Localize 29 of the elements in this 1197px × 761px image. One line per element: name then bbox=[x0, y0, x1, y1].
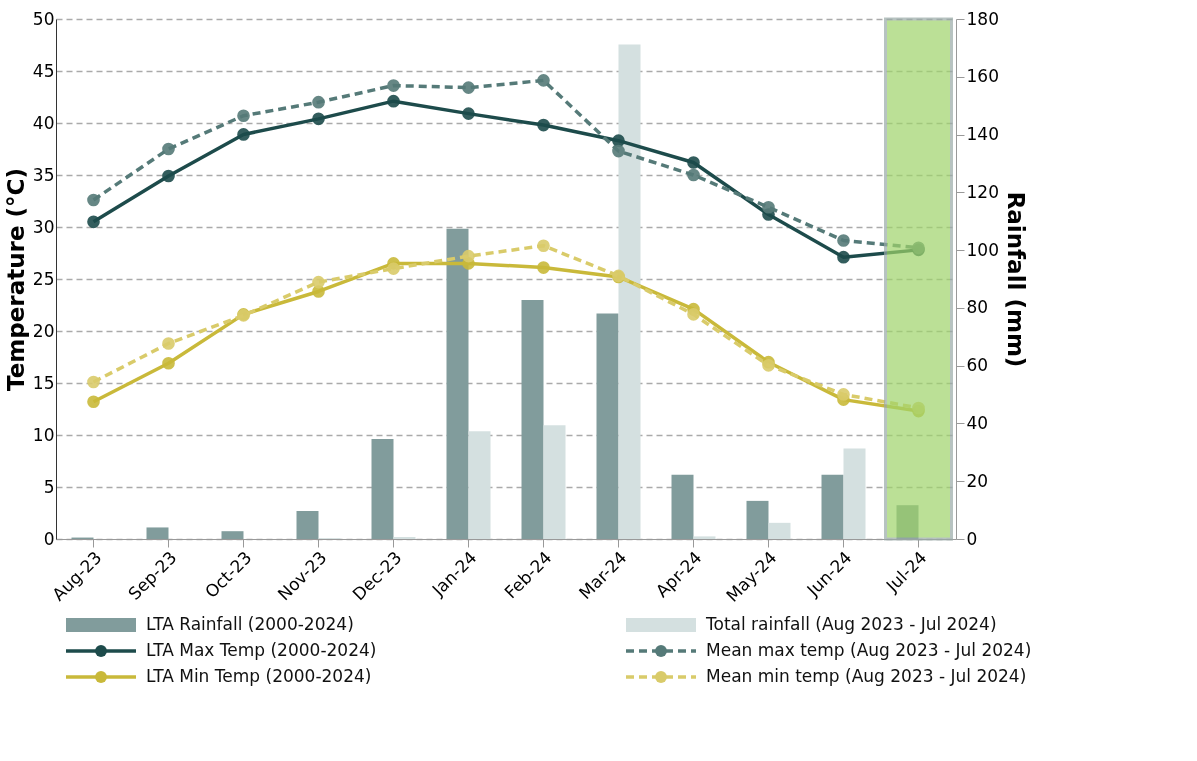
y-tick-label: 50 bbox=[32, 8, 55, 29]
y2-tick-label: 160 bbox=[966, 66, 999, 87]
legend-label: LTA Rainfall (2000-2024) bbox=[146, 614, 354, 634]
legend-label: Mean max temp (Aug 2023 - Jul 2024) bbox=[706, 640, 1032, 660]
y-tick-label: 5 bbox=[43, 476, 55, 497]
y-tick-label: 10 bbox=[32, 424, 55, 445]
y2-tick-label: 60 bbox=[966, 355, 989, 376]
y-tick-label: 20 bbox=[32, 320, 55, 341]
legend-label: Total rainfall (Aug 2023 - Jul 2024) bbox=[705, 614, 997, 634]
y2-tick-label: 120 bbox=[966, 181, 999, 202]
legend-label: LTA Min Temp (2000-2024) bbox=[146, 666, 372, 686]
y2-tick-label: 80 bbox=[966, 297, 989, 318]
y-tick-label: 25 bbox=[32, 268, 55, 289]
y2-tick-label: 180 bbox=[966, 8, 999, 29]
y2-tick-label: 20 bbox=[966, 470, 989, 491]
legend-label: Mean min temp (Aug 2023 - Jul 2024) bbox=[706, 666, 1027, 686]
legend-label: LTA Max Temp (2000-2024) bbox=[146, 640, 377, 660]
y-tick-label: 40 bbox=[32, 112, 55, 133]
y2-tick-label: 100 bbox=[966, 239, 999, 260]
y-tick-label: 0 bbox=[43, 528, 55, 549]
y-tick-label: 15 bbox=[32, 372, 55, 393]
y-tick-label: 30 bbox=[32, 216, 55, 237]
y2-tick-label: 0 bbox=[966, 528, 978, 549]
y-axis-title: Temperature (°C) bbox=[2, 168, 29, 391]
y2-tick-label: 140 bbox=[966, 124, 999, 145]
y-tick-label: 35 bbox=[32, 164, 55, 185]
y2-axis-title: Rainfall (mm) bbox=[1002, 191, 1029, 368]
y-tick-label: 45 bbox=[32, 60, 55, 81]
y2-tick-label: 40 bbox=[966, 412, 989, 433]
